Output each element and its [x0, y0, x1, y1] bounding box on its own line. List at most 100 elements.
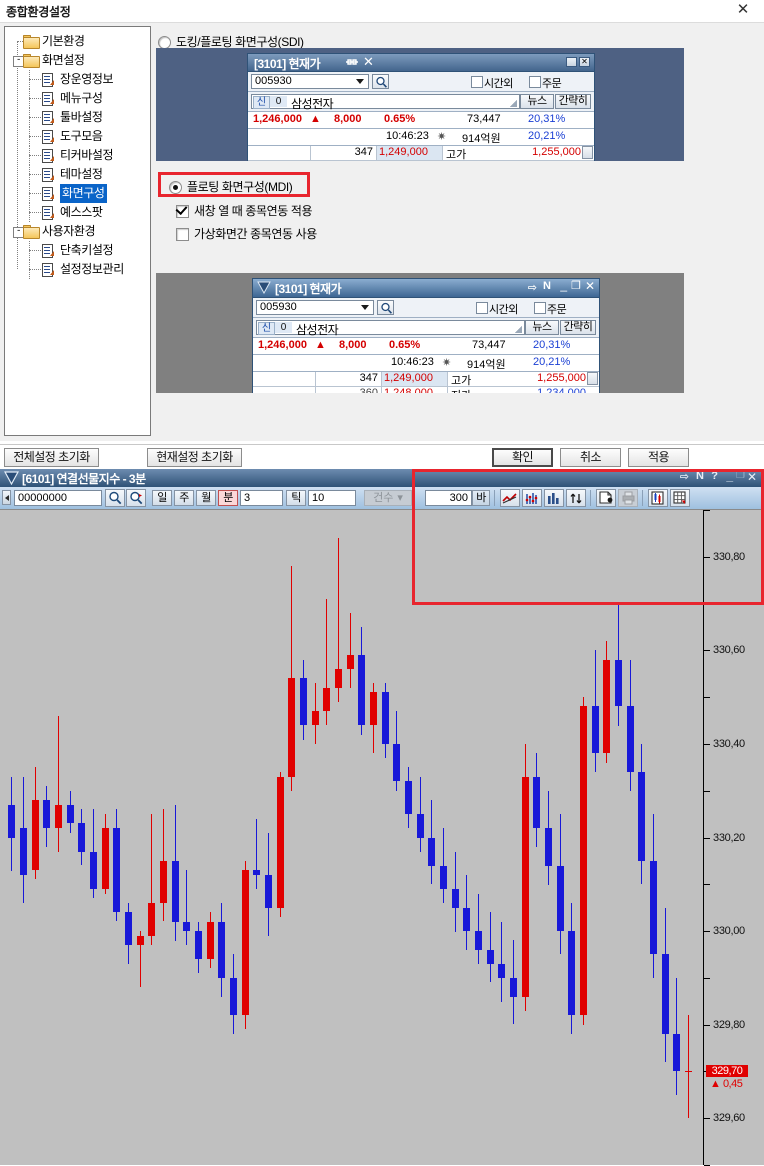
scatter-icon[interactable] — [522, 489, 542, 507]
candle-body — [533, 777, 540, 828]
sidebar-item-5[interactable]: 도구모음 — [5, 127, 148, 146]
candle-body — [650, 861, 657, 954]
reset-current-button[interactable]: 현재설정 초기화 — [147, 448, 242, 467]
maximize-icon[interactable]: ❐ — [571, 280, 581, 292]
sidebar-item-4[interactable]: 툴바설정 — [5, 108, 148, 127]
stock-code-input[interactable]: 005930 — [256, 300, 374, 315]
sidebar-item-11[interactable]: 단축키설정 — [5, 241, 148, 260]
sidebar-item-1[interactable]: - 화면설정 — [5, 51, 148, 70]
scroll-down-button[interactable] — [582, 146, 593, 159]
sidebar-item-10[interactable]: - 사용자환경 — [5, 222, 148, 241]
candle-body — [113, 828, 120, 912]
tick-button[interactable]: 틱 — [286, 490, 306, 506]
sidebar-item-6[interactable]: 티커바설정 — [5, 146, 148, 165]
sidebar-item-label: 도구모음 — [60, 129, 103, 143]
pin-icon[interactable] — [345, 56, 359, 71]
candle-sheet-icon[interactable] — [648, 489, 668, 507]
copy-doc-icon[interactable] — [596, 489, 616, 507]
minimize-icon[interactable]: _ — [560, 278, 567, 292]
search-icon[interactable] — [377, 300, 394, 315]
n-icon[interactable]: N — [696, 470, 704, 482]
candle-body — [8, 805, 15, 838]
gear-icon[interactable]: ✷ — [442, 357, 452, 369]
n-icon[interactable]: N — [543, 280, 551, 292]
sidebar-item-3[interactable]: 메뉴구성 — [5, 89, 148, 108]
chart-code-input[interactable]: 00000000 — [14, 490, 102, 506]
chevron-down-icon[interactable] — [356, 79, 364, 84]
checkbox-order[interactable]: 주문 — [529, 75, 562, 91]
document-icon — [41, 92, 54, 106]
close-icon[interactable]: ✕ — [736, 1, 750, 18]
news-button[interactable]: 뉴스 — [525, 320, 559, 335]
reset-all-button[interactable]: 전체설정 초기화 — [4, 448, 99, 467]
candle-body — [428, 838, 435, 866]
stock-code-input[interactable]: 005930 — [251, 74, 369, 89]
sidebar-item-label: 예스스팟 — [60, 205, 103, 219]
checkbox-afterhours[interactable]: 시간외 — [476, 301, 518, 317]
maximize-icon[interactable]: ❐ — [736, 470, 745, 481]
cancel-button[interactable]: 취소 — [560, 448, 621, 467]
resize-grip-icon[interactable] — [515, 326, 522, 333]
grid-icon[interactable] — [670, 489, 690, 507]
period-week-button[interactable]: 주 — [174, 490, 194, 506]
sidebar-item-7[interactable]: 테마설정 — [5, 165, 148, 184]
gear-icon[interactable]: ✷ — [437, 131, 447, 143]
bars-count-input[interactable]: 300 — [425, 490, 472, 506]
tick-select[interactable]: 10 — [308, 490, 356, 506]
resize-grip-icon[interactable] — [510, 100, 517, 107]
sidebar-item-2[interactable]: 장운영정보 — [5, 70, 148, 89]
close-icon[interactable]: ✕ — [746, 470, 757, 484]
close-icon[interactable]: ✕ — [584, 279, 595, 293]
badge-zero: 0 — [275, 322, 292, 333]
bar-chart-icon[interactable] — [544, 489, 564, 507]
period-day-button[interactable]: 일 — [152, 490, 172, 506]
chart-window: [6101] 연결선물지수 - 3분 ⇨ N ? _ ❐ ✕ 00000000 … — [0, 469, 764, 1166]
quote-sdi-time-row: 10:46:23 ✷ 914억원 20,21% — [248, 129, 594, 146]
line-chart-icon[interactable] — [500, 489, 520, 507]
checkbox-afterhours[interactable]: 시간외 — [471, 75, 513, 91]
detach-icon[interactable]: ⇨ — [527, 282, 537, 294]
period-minute-button[interactable]: 분 — [218, 490, 238, 506]
ok-button[interactable]: 확인 — [492, 448, 553, 467]
document-icon — [41, 187, 54, 201]
stock-name-box[interactable]: 신 0 삼성전자 — [256, 320, 525, 337]
minute-select[interactable]: 3 — [240, 490, 283, 506]
scroll-down-button[interactable] — [587, 372, 598, 385]
y-axis-minor-tick — [704, 510, 710, 511]
close-icon-sm[interactable]: ✕ — [579, 57, 590, 67]
detach-icon[interactable]: ⇨ — [679, 471, 689, 483]
sidebar-item-9[interactable]: 예스스팟 — [5, 203, 148, 222]
brief-button[interactable]: 간략히 — [555, 94, 591, 109]
close-icon[interactable]: ✕ — [363, 54, 374, 69]
candle-wick — [58, 716, 59, 852]
sidebar-item-8[interactable]: 화면구성 — [5, 184, 148, 203]
period-month-button[interactable]: 월 — [196, 490, 216, 506]
search-red-icon[interactable] — [126, 489, 146, 507]
candle-body — [253, 870, 260, 875]
apply-button[interactable]: 적용 — [628, 448, 689, 467]
stock-name-box[interactable]: 신 0 삼성전자 — [251, 94, 520, 111]
minimize-icon[interactable]: _ — [726, 469, 733, 483]
brief-button[interactable]: 간략히 — [560, 320, 596, 335]
scroll-left-icon[interactable] — [2, 490, 11, 505]
minimize-icon[interactable] — [566, 57, 577, 67]
candlestick-plot[interactable] — [1, 510, 703, 1165]
document-icon — [41, 130, 54, 144]
search-icon[interactable] — [372, 74, 389, 89]
sidebar-item-12[interactable]: 설정정보관리 — [5, 260, 148, 279]
candle-body — [43, 800, 50, 828]
chart-canvas[interactable]: 330,80 330,60 330,40 330,20 330,00 329,80 329,… — [0, 509, 764, 1166]
candle-body — [32, 800, 39, 870]
quote-window-sdi[interactable]: [3101] 현재가 ✕ ✕ 005930 시간외 주문 — [247, 53, 595, 161]
chevron-down-icon[interactable] — [361, 305, 369, 310]
help-icon[interactable]: ? — [711, 470, 718, 482]
candle-body — [440, 866, 447, 889]
sidebar-item-0[interactable]: 기본환경 — [5, 32, 148, 51]
candle-body — [172, 861, 179, 922]
search-icon[interactable] — [105, 489, 125, 507]
quote-window-mdi[interactable]: [3101] 현재가 ⇨ N _ ❐ ✕ 005930 시간외 주문 신 0 — [252, 278, 600, 393]
up-down-arrow-icon[interactable] — [566, 489, 586, 507]
checkbox-order[interactable]: 주문 — [534, 301, 567, 317]
news-button[interactable]: 뉴스 — [520, 94, 554, 109]
